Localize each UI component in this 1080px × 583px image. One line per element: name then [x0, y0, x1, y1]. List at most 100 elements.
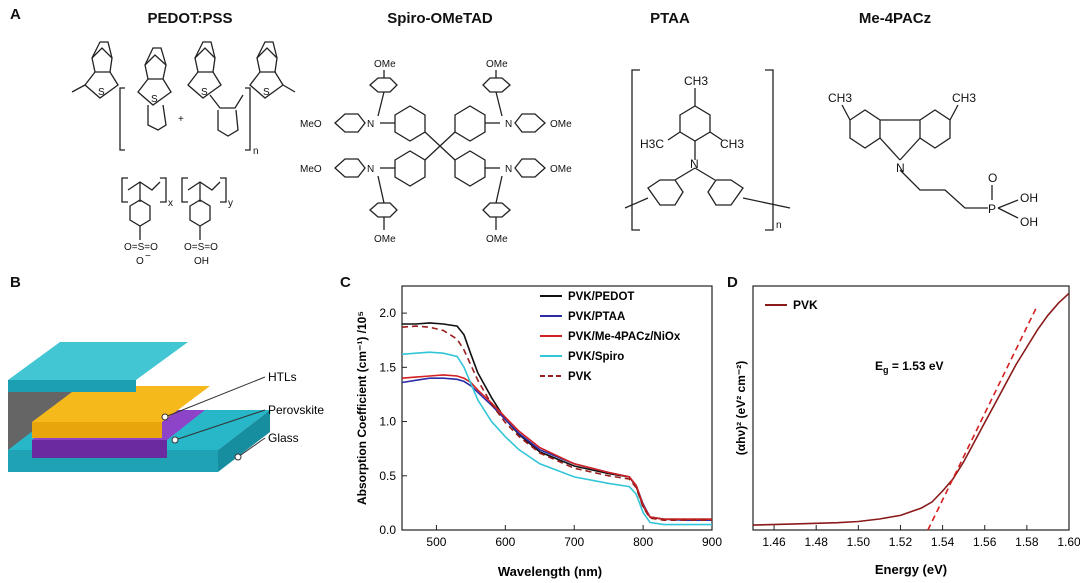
chart-d-xtick-label: 1.48	[805, 535, 829, 549]
ptaa-sub-n: n	[776, 220, 782, 231]
pss-so3-1: O=S=O	[124, 242, 158, 253]
ptaa-n: N	[690, 157, 699, 171]
chart-c-series-line-2	[401, 374, 712, 520]
chart-d-plot-area	[752, 285, 1070, 531]
me4pacz-oh-1: OH	[1020, 191, 1038, 205]
panel-label-c: C	[340, 274, 351, 291]
chart-c-legend-label-0: PVK/PEDOT	[568, 291, 634, 303]
label-htls: HTLs	[268, 370, 297, 384]
ptaa-h3c: H3C	[640, 137, 664, 151]
spiro-ome-2: OMe	[486, 59, 508, 70]
molecule-name-ptaa: PTAA	[650, 10, 690, 27]
pss-so3-2: O=S=O	[184, 242, 218, 253]
me4pacz-structure	[841, 104, 1019, 219]
spiro-ome-1: OMe	[374, 59, 396, 70]
chart-c-legend-label-3: PVK/Spiro	[568, 351, 624, 363]
chart-d-xtick-label: 1.54	[931, 535, 955, 549]
chart-c-legend-label-1: PVK/PTAA	[568, 311, 625, 323]
chart-c-xtick-label: 700	[564, 535, 584, 549]
spiro-n-2: N	[505, 119, 512, 130]
chart-d-xtick-label: 1.50	[847, 535, 871, 549]
spiro-n-1: N	[367, 119, 374, 130]
chart-d-ylabel: (αhν)² (eV² cm⁻²)	[735, 361, 748, 455]
panel-label-b: B	[10, 274, 21, 291]
htl-layer-front	[8, 380, 136, 392]
chart-d-xtick-label: 1.46	[762, 535, 786, 549]
chart-c-ylabel: Absorption Coefficient (cm⁻¹) /10⁵	[355, 311, 369, 505]
spiro-meo-2: MeO	[300, 164, 322, 175]
ptaa-ch3-2: CH3	[720, 137, 744, 151]
me4pacz-o: O	[988, 171, 997, 185]
chart-c-series-line-3	[401, 351, 712, 526]
marker-perovskite	[171, 436, 179, 444]
leader-htls	[164, 376, 266, 418]
chart-d-xtick-label: 1.58	[1015, 535, 1039, 549]
pedot-s-1: S	[98, 87, 105, 98]
chart-d-eg-annotation: Eg = 1.53 eV	[875, 359, 944, 375]
me4pacz-p: P	[988, 202, 996, 216]
chart-c-legend-label-4: PVK	[568, 371, 592, 383]
molecule-name-spiro: Spiro-OMeTAD	[387, 10, 493, 27]
gold-layer-front	[32, 422, 162, 438]
me4pacz-ch3-2: CH3	[952, 91, 976, 105]
pss-y: y	[228, 198, 233, 209]
chart-c-xlabel: Wavelength (nm)	[498, 564, 602, 579]
chart-c-ytick-label: 1.0	[379, 415, 396, 429]
ptaa-structure	[624, 69, 791, 231]
pss-oh: OH	[194, 256, 209, 267]
pedot-n: n	[253, 146, 259, 157]
chart-c-series-line-0	[402, 322, 712, 520]
leader-perovskite	[174, 409, 266, 441]
marker-htls	[161, 413, 169, 421]
chart-c-ytick-label: 0.0	[379, 523, 396, 537]
perovskite-front	[32, 440, 167, 458]
gold-layer-top	[32, 386, 210, 422]
panel-label-a: A	[10, 6, 21, 23]
spiro-structure	[334, 70, 546, 230]
device-schematic: HTLs Perovskite Glass	[8, 342, 324, 472]
chart-c-ytick-label: 2.0	[379, 306, 396, 320]
chart-c-xtick-label: 600	[495, 535, 515, 549]
label-perovskite: Perovskite	[268, 403, 324, 417]
chart-c: 500 600 700 800 900 0.0 0.5 1.0 1.5 2.0 PVK/PEDOT…	[355, 285, 722, 579]
leader-glass	[237, 437, 266, 458]
pss-o-minus: O	[136, 256, 144, 267]
chart-c-ytick-label: 1.5	[379, 360, 396, 374]
spiro-n-3: N	[367, 164, 374, 175]
glass-side-layer	[218, 410, 270, 472]
chart-c-legend-label-2: PVK/Me-4PACz/NiOx	[568, 331, 681, 343]
chart-d-xtick-label: 1.56	[973, 535, 997, 549]
chart-d: 1.46 1.48 1.50 1.52 1.54 1.56 1.58 1.60 PVK Eg …	[735, 285, 1080, 577]
chart-c-plot-area	[401, 285, 713, 531]
pedot-s-2: S	[151, 94, 158, 105]
chart-c-xtick-label: 500	[426, 535, 446, 549]
chemical-structures: S S + S S n x y O=S=O O=S=O O − OH OMe O…	[71, 41, 1038, 267]
chart-d-series-line-1	[927, 305, 1039, 531]
pedot-structure	[71, 41, 296, 240]
chart-d-series-line-0	[752, 292, 1070, 526]
chart-c-series-line-4	[401, 325, 712, 521]
me4pacz-n: N	[896, 161, 905, 175]
me4pacz-oh-2: OH	[1020, 215, 1038, 229]
panel-label-d: D	[727, 274, 738, 291]
spiro-n-4: N	[505, 164, 512, 175]
chart-d-xtick-label: 1.52	[889, 535, 913, 549]
molecule-name-pedot: PEDOT:PSS	[147, 10, 233, 27]
pss-x: x	[168, 198, 173, 209]
pedot-s-4: S	[263, 87, 270, 98]
me4pacz-ch3-1: CH3	[828, 91, 852, 105]
spiro-ome-5: OMe	[374, 234, 396, 245]
chart-d-xtick-label: 1.60	[1057, 535, 1080, 549]
spiro-ome-4: OMe	[550, 164, 572, 175]
spiro-meo-1: MeO	[300, 119, 322, 130]
label-glass: Glass	[268, 431, 299, 445]
pedot-s-3: S	[201, 87, 208, 98]
chart-d-legend-label: PVK	[793, 298, 818, 312]
pss-minus: −	[145, 251, 151, 262]
chart-c-ytick-label: 0.5	[379, 469, 396, 483]
pedot-plus: +	[178, 114, 184, 125]
chart-c-series-line-1	[401, 377, 712, 521]
ptaa-ch3: CH3	[684, 74, 708, 88]
spiro-ome-3: OMe	[550, 119, 572, 130]
chart-c-xtick-label: 900	[702, 535, 722, 549]
